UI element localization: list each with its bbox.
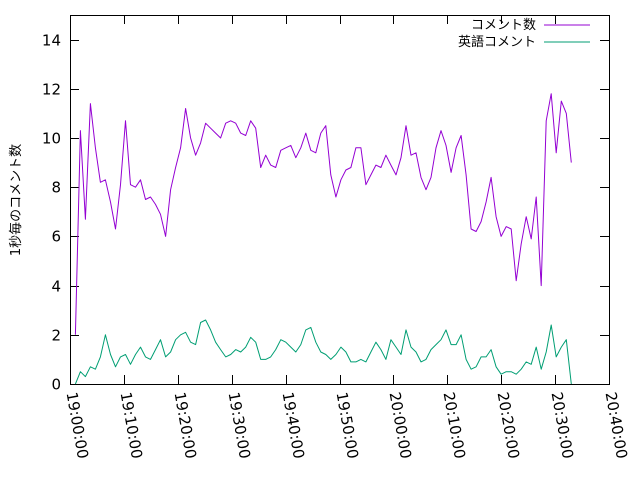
series-line-comments	[74, 93, 572, 335]
legend-label-comments: コメント数	[471, 18, 536, 33]
x-tick-label: 19:20:00	[171, 391, 200, 460]
y-tick-label: 14	[42, 32, 61, 50]
x-tick-label: 19:00:00	[63, 391, 92, 460]
x-axis: 19:00:00 19:10:00 19:20:00 19:30:00 19:40:00…	[63, 15, 631, 460]
legend-label-english: 英語コメント	[458, 34, 536, 50]
x-tick-label: 20:20:00	[494, 391, 523, 460]
y-tick-label: 8	[51, 179, 61, 197]
y-tick-label: 4	[51, 278, 61, 296]
x-tick-label: 20:10:00	[440, 391, 469, 460]
legend: コメント数 英語コメント	[458, 18, 590, 50]
x-tick-label: 20:00:00	[386, 391, 415, 460]
series-line-english	[74, 319, 572, 385]
y-tick-label: 10	[42, 130, 61, 148]
y-axis-label: 1秒毎のコメント数	[8, 144, 24, 256]
x-tick-label: 19:10:00	[117, 391, 146, 460]
y-tick-label: 6	[51, 228, 61, 246]
x-tick-label: 19:50:00	[333, 391, 362, 460]
y-axis: 0 2 4 6 8 10 12 14	[42, 32, 609, 394]
y-tick-label: 12	[42, 81, 61, 99]
x-tick-label: 20:40:00	[602, 391, 631, 460]
y-tick-label: 2	[51, 327, 61, 345]
x-tick-label: 19:30:00	[225, 391, 254, 460]
x-tick-label: 20:30:00	[548, 391, 577, 460]
series-group	[74, 93, 572, 385]
x-tick-label: 19:40:00	[279, 391, 308, 460]
plot-frame	[70, 15, 610, 385]
y-tick-label: 0	[51, 376, 61, 394]
